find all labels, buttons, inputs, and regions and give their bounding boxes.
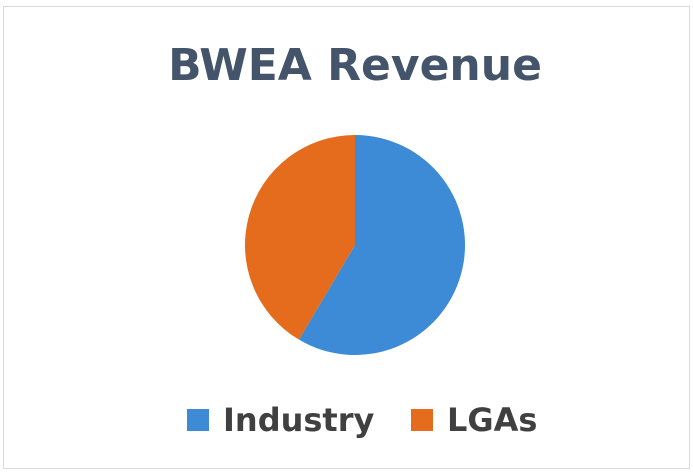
- legend-label: Industry: [223, 401, 375, 439]
- pie-slice: [244, 135, 355, 340]
- pie-slice: [299, 135, 465, 355]
- legend-swatch: [411, 409, 433, 431]
- legend-label: LGAs: [447, 401, 537, 439]
- chart-title: BWEA Revenue: [168, 40, 542, 91]
- legend-swatch: [187, 409, 209, 431]
